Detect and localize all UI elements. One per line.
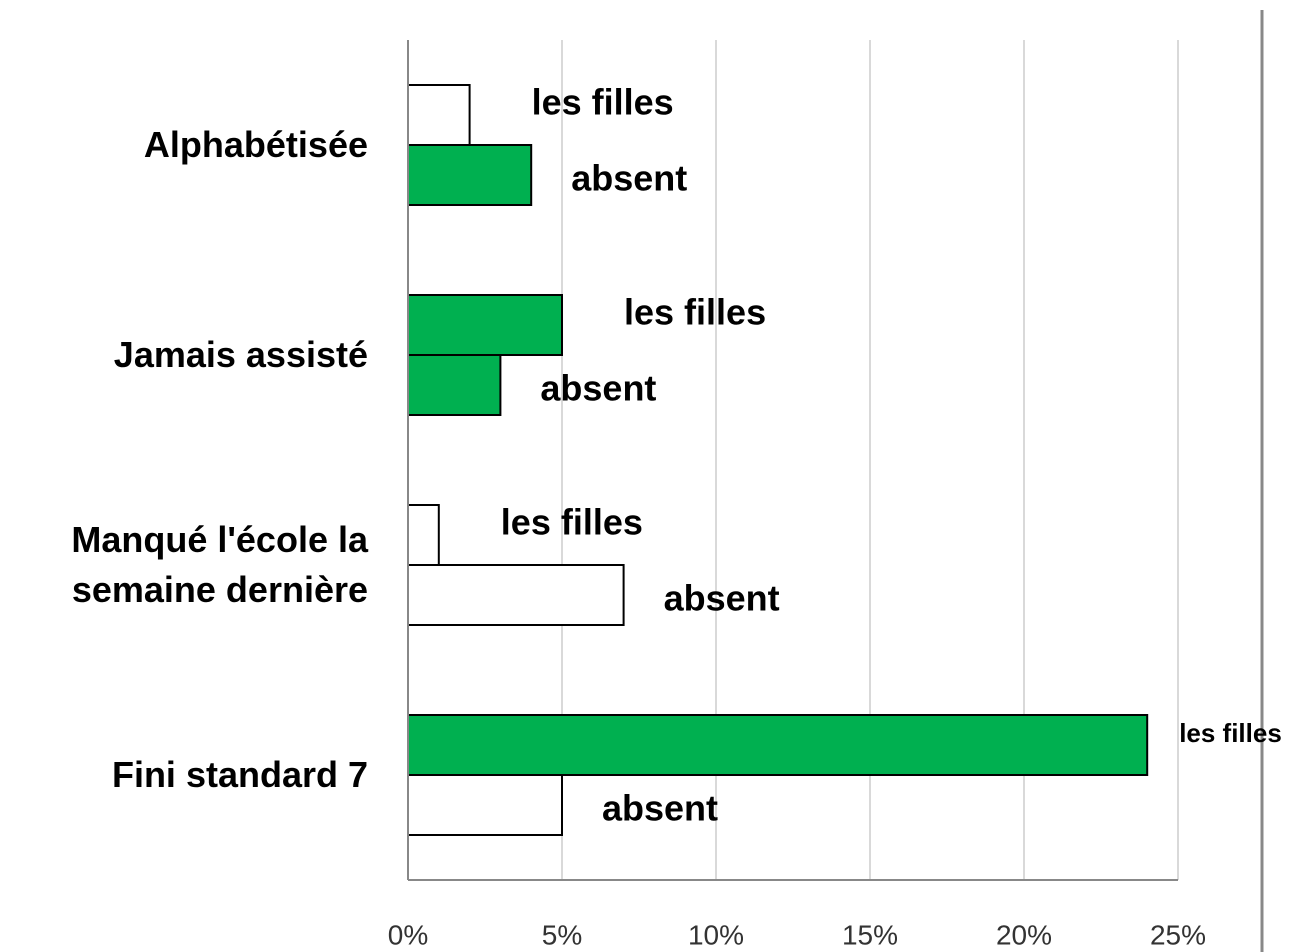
data-label: les filles [1179,718,1282,748]
bar [407,564,625,626]
data-label: les filles [532,82,674,123]
data-label: absent [602,788,718,829]
x-tick-label: 25% [1150,919,1206,950]
data-label: les filles [501,502,643,543]
x-tick-label: 0% [388,919,428,950]
bar [407,84,471,146]
data-label: absent [664,578,780,619]
bar [407,144,533,206]
bar [407,774,563,836]
bar [407,354,502,416]
bar [407,714,1149,776]
category-label: Manqué l'école la semaine dernière [71,519,368,610]
category-label: Jamais assisté [113,334,368,375]
x-tick-label: 20% [996,919,1052,950]
bar [407,294,563,356]
category-label: Fini standard 7 [111,754,368,795]
data-label: absent [540,368,656,409]
x-tick-label: 15% [842,919,898,950]
data-label: les filles [624,292,766,333]
x-tick-label: 5% [542,919,582,950]
x-tick-label: 10% [688,919,744,950]
data-label: absent [571,158,687,199]
bar [407,504,440,566]
category-label: Alphabétisée [143,124,368,165]
